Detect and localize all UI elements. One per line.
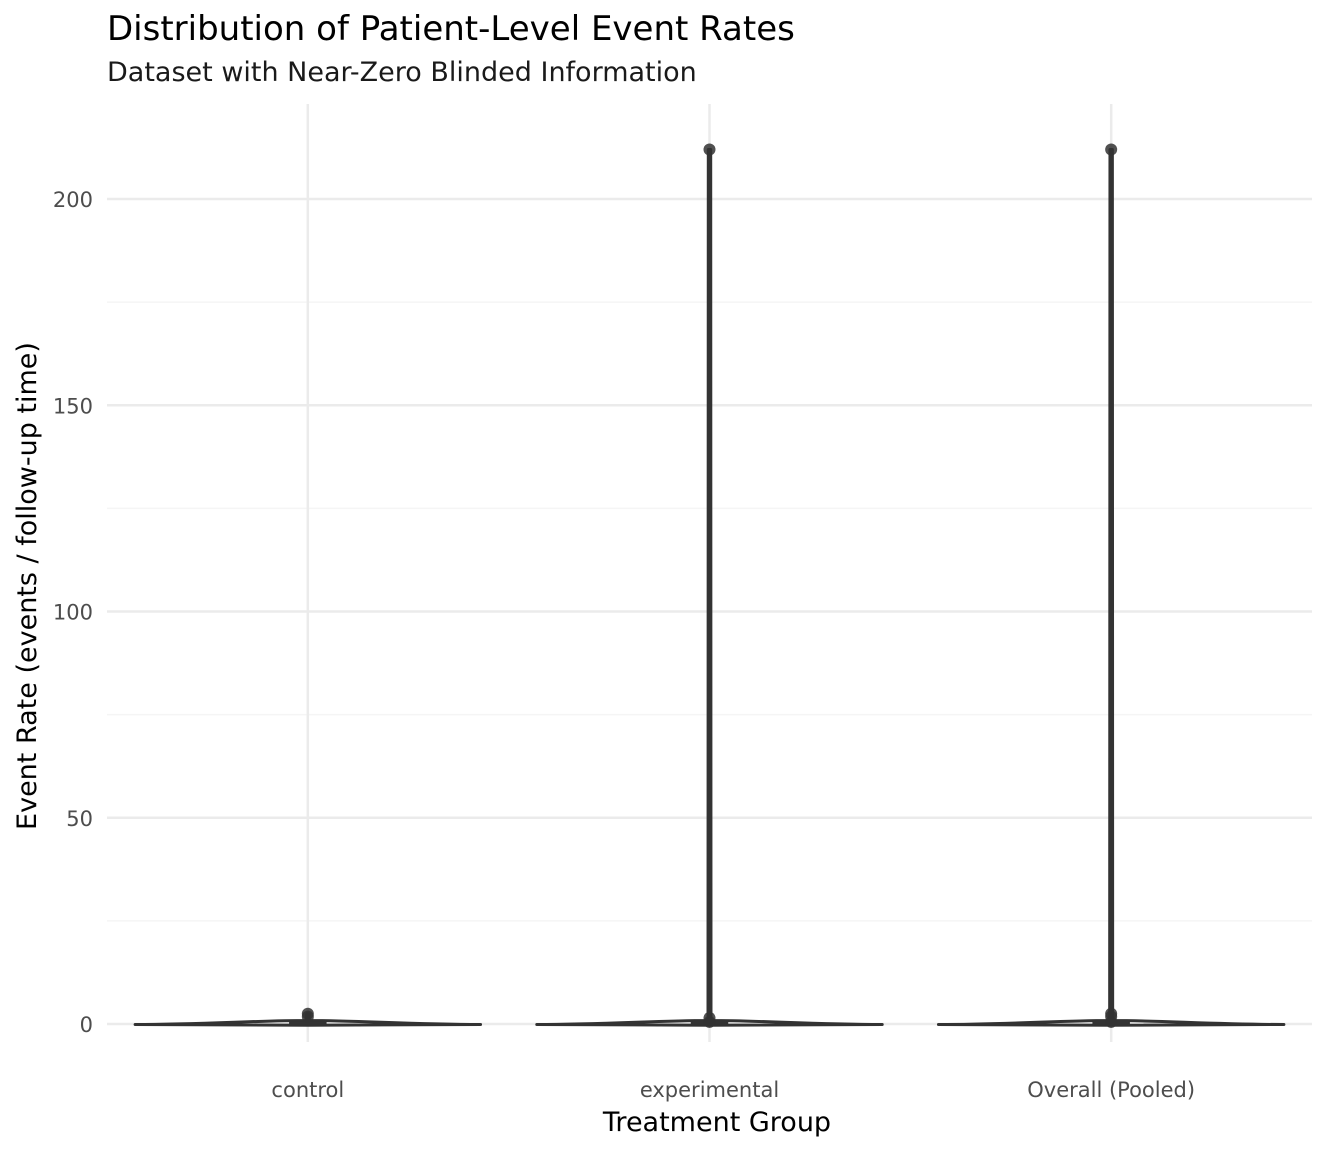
outlier-point: [703, 1015, 716, 1028]
x-tick-label: experimental: [640, 1078, 779, 1102]
y-tick-label: 200: [53, 188, 93, 212]
y-tick-label: 0: [80, 1013, 93, 1037]
x-tick-label: Overall (Pooled): [1027, 1078, 1195, 1102]
violin-overall-pooled: [936, 148, 1286, 1027]
y-tick-label: 100: [53, 601, 93, 625]
chart-title: Distribution of Patient-Level Event Rate…: [107, 9, 795, 49]
violin-layer: [133, 143, 1286, 1028]
chart-subtitle: Dataset with Near-Zero Blinded Informati…: [107, 57, 697, 88]
y-axis-title: Event Rate (events / follow-up time): [12, 342, 43, 830]
outlier-point: [1105, 143, 1118, 156]
y-tick-label: 150: [53, 394, 93, 418]
violin-control: [133, 1012, 483, 1027]
violin-experimental: [535, 148, 884, 1027]
x-axis-title: Treatment Group: [602, 1107, 831, 1138]
x-tick-label: control: [271, 1078, 344, 1102]
outlier-point: [703, 143, 716, 156]
outlier-point: [1105, 1015, 1118, 1028]
outlier-point: [301, 1010, 314, 1023]
y-tick-label: 50: [66, 807, 93, 831]
tick-layer: 0 50 100 150 200 control experimental Overall (…: [53, 188, 1195, 1102]
